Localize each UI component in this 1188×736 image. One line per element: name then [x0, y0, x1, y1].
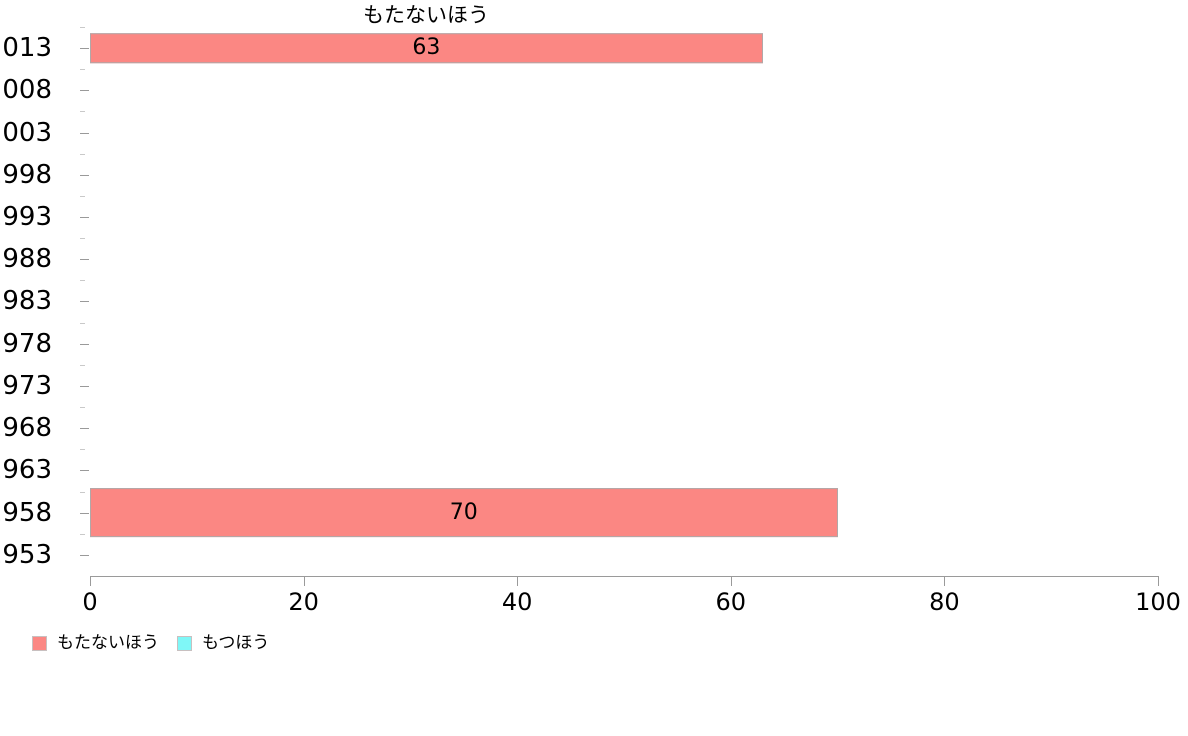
chart-bar: [90, 33, 763, 63]
y-axis-label: 1958: [0, 497, 52, 528]
chart-row: 1978: [0, 322, 1158, 365]
legend-item[interactable]: もたないほう: [32, 634, 159, 652]
y-axis-label: 1963: [0, 455, 52, 486]
chart-bar: [90, 487, 838, 538]
y-axis-label: 1953: [0, 539, 52, 570]
plot-area: 2013 63 2008 2003 1998 1993 1988 1983 1978 1973 19…: [0, 27, 1158, 576]
y-axis-tick: [80, 512, 89, 514]
y-axis-tick: [80, 217, 89, 219]
x-axis-tick: [303, 576, 305, 586]
y-axis-label: 2013: [0, 33, 52, 64]
chart-row: 2003: [0, 111, 1158, 153]
legend-swatch-icon: [177, 635, 192, 651]
y-axis-tick-minor: [80, 364, 85, 366]
y-axis-tick-minor: [80, 280, 85, 282]
y-axis-tick-minor: [80, 322, 85, 324]
y-axis-tick-minor: [80, 449, 85, 451]
chart-row: 2013 63: [0, 27, 1158, 69]
y-axis-tick-minor: [80, 111, 85, 113]
x-axis-tick-label: 0: [82, 588, 98, 616]
bar-value-label: 63: [412, 35, 441, 61]
y-axis-tick: [80, 385, 89, 387]
y-axis-label: 2003: [0, 117, 52, 148]
y-axis-tick: [80, 301, 89, 303]
y-axis-tick: [80, 48, 89, 50]
x-axis-tick-label: 40: [501, 588, 533, 616]
y-axis-tick-minor: [80, 238, 85, 240]
y-axis-tick-minor: [80, 153, 85, 155]
chart-row: 1958 70: [0, 487, 1158, 538]
bar-value-label: 70: [449, 499, 478, 525]
x-axis-tick-label: 60: [715, 588, 747, 616]
y-axis-tick: [80, 343, 89, 345]
x-axis-tick: [90, 576, 91, 586]
y-axis-tick: [80, 259, 89, 261]
y-axis-label: 1998: [0, 159, 52, 190]
x-axis-tick: [730, 576, 732, 586]
y-axis-tick-minor: [80, 69, 85, 71]
chart-row: 1953: [0, 533, 1158, 576]
legend-label: もたないほう: [57, 633, 159, 653]
y-axis-tick-minor: [80, 491, 85, 493]
chart-row: 1998: [0, 153, 1158, 196]
y-axis-label: 1968: [0, 413, 52, 444]
y-axis-tick: [80, 428, 89, 430]
legend-swatch-icon: [32, 635, 47, 651]
chart-row: 1963: [0, 449, 1158, 491]
y-axis-label: 1983: [0, 286, 52, 317]
x-axis-tick: [1158, 576, 1159, 586]
y-axis-tick: [80, 174, 89, 176]
chart-row: 1968: [0, 407, 1158, 449]
chart-row: 1993: [0, 195, 1158, 238]
x-axis-tick-label: 100: [1135, 588, 1181, 616]
y-axis-tick-minor: [80, 533, 85, 535]
y-axis-label: 1978: [0, 328, 52, 359]
y-axis-tick: [80, 90, 89, 92]
legend-item[interactable]: もつほう: [177, 634, 269, 652]
x-axis-tick: [517, 576, 519, 586]
x-axis-tick: [944, 576, 946, 586]
y-axis-tick: [80, 132, 89, 134]
x-axis-line: [90, 576, 1159, 577]
y-axis-label: 1973: [0, 370, 52, 401]
y-axis-tick: [80, 554, 89, 556]
chart-legend: もたないほう もつほう: [32, 634, 287, 652]
y-axis-tick-minor: [80, 27, 85, 28]
y-axis-tick-minor: [80, 195, 85, 197]
legend-label: もつほう: [202, 633, 270, 653]
chart-title: もたないほう: [363, 3, 489, 27]
y-axis-label: 2008: [0, 75, 52, 106]
chart-row: 2008: [0, 69, 1158, 111]
chart-row: 1973: [0, 364, 1158, 407]
y-axis-label: 1988: [0, 244, 52, 275]
chart-row: 1988: [0, 238, 1158, 280]
y-axis-tick: [80, 470, 89, 472]
chart-row: 1983: [0, 280, 1158, 322]
y-axis-label: 1993: [0, 202, 52, 233]
y-axis-tick-minor: [80, 407, 85, 409]
x-axis-tick-label: 20: [288, 588, 319, 616]
x-axis-tick-label: 80: [929, 588, 960, 616]
